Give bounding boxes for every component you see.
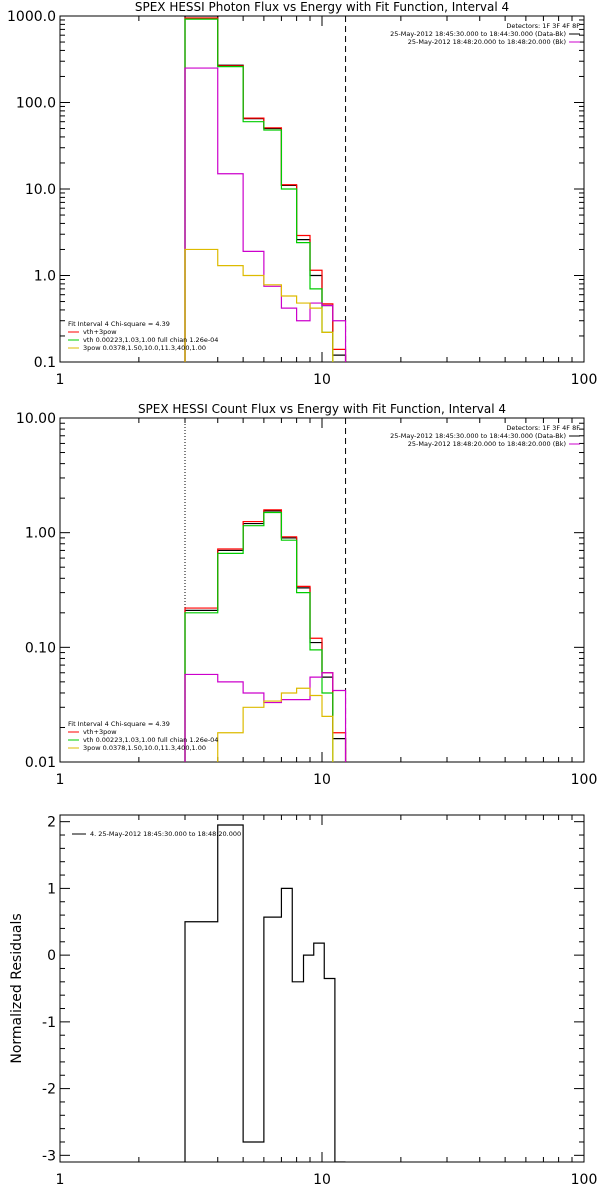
y-tick-label: 1 [47, 881, 56, 897]
y-tick-label: 0 [47, 948, 56, 964]
y-tick-label: 0.01 [25, 755, 56, 771]
x-tick-label: 100 [571, 372, 598, 388]
series-step-line-4 [184, 67, 347, 362]
legend-left-entry: 4. 25-May-2012 18:45:30.000 to 18:48:20.… [90, 830, 241, 838]
x-tick-label: 100 [571, 1172, 598, 1188]
legend-fit-title: Fit Interval 4 Chi-square = 4.39 [68, 720, 170, 728]
series-step-line-2 [184, 509, 347, 762]
legend-left-entry: vth+3pow [83, 328, 117, 336]
chart-1: SPEX HESSI Photon Flux vs Energy with Fi… [7, 0, 597, 388]
legend-left-entry: vth+3pow [83, 728, 117, 736]
legend-left-entry: 3pow 0.0378,1.50,10.0,11.3,400,1.00 [83, 344, 206, 352]
y-tick-label: -3 [42, 1148, 56, 1164]
x-tick-label: 1 [56, 372, 65, 388]
legend-detectors: Detectors: 1F 3F 4F 8F [506, 22, 580, 30]
legend-right-entry: 25-May-2012 18:45:30.000 to 18:44:30.000… [390, 30, 566, 38]
chart-title: SPEX HESSI Photon Flux vs Energy with Fi… [135, 0, 509, 14]
legend-fit-title: Fit Interval 4 Chi-square = 4.39 [68, 320, 170, 328]
y-tick-label: 2 [47, 815, 56, 831]
x-tick-label: 10 [313, 1172, 331, 1188]
series-step-line-1 [184, 510, 347, 762]
legend-left-entry: vth 0.00223,1.03,1.00 full chian 1.26e-0… [83, 336, 218, 344]
y-tick-label: -2 [42, 1082, 56, 1098]
series-step-line-5 [184, 687, 347, 762]
chart-2: SPEX HESSI Count Flux vs Energy with Fit… [16, 402, 597, 788]
series-step-line-5 [184, 248, 347, 362]
x-tick-label: 10 [313, 372, 331, 388]
legend-detectors: Detectors: 1F 3F 4F 8F [506, 424, 580, 432]
legend-right-entry: 25-May-2012 18:48:20.000 to 18:48:20.000… [408, 440, 566, 448]
y-tick-label: 10.00 [16, 411, 56, 427]
series-group [184, 16, 347, 362]
y-tick-label: 100.0 [16, 96, 56, 112]
y-tick-label: 1.0 [34, 269, 56, 285]
plot-frame [59, 814, 585, 1163]
y-tick-label: -1 [42, 1015, 56, 1031]
series-group [184, 824, 346, 1162]
y-tick-label: 0.1 [34, 355, 56, 371]
legend-left-entry: vth 0.00223,1.03,1.00 full chian 1.26e-0… [83, 736, 218, 744]
y-axis-label: Normalized Residuals [9, 913, 25, 1063]
legend-right-entry: 25-May-2012 18:48:20.000 to 18:48:20.000… [408, 38, 566, 46]
series-step-line-2 [184, 17, 347, 362]
series-step-line-3 [184, 511, 347, 762]
chart-title: SPEX HESSI Count Flux vs Energy with Fit… [138, 402, 506, 416]
x-tick-label: 100 [571, 772, 598, 788]
y-tick-label: 0.10 [25, 640, 56, 656]
series-step-line-1 [184, 824, 346, 1162]
legend-left-entry: 3pow 0.0378,1.50,10.0,11.3,400,1.00 [83, 744, 206, 752]
y-tick-label: 1.00 [25, 526, 56, 542]
chart-3: 1 10 100 -3 -2 -1 0 1 2 Normalized Residuals 4. 25… [9, 814, 598, 1188]
x-tick-label: 1 [56, 1172, 65, 1188]
series-group [184, 509, 347, 762]
y-tick-label: 1000.0 [7, 9, 56, 25]
x-tick-label: 10 [313, 772, 331, 788]
x-tick-label: 1 [56, 772, 65, 788]
y-tick-label: 10.0 [25, 182, 56, 198]
legend-right-entry: 25-May-2012 18:45:30.000 to 18:44:30.000… [390, 432, 566, 440]
